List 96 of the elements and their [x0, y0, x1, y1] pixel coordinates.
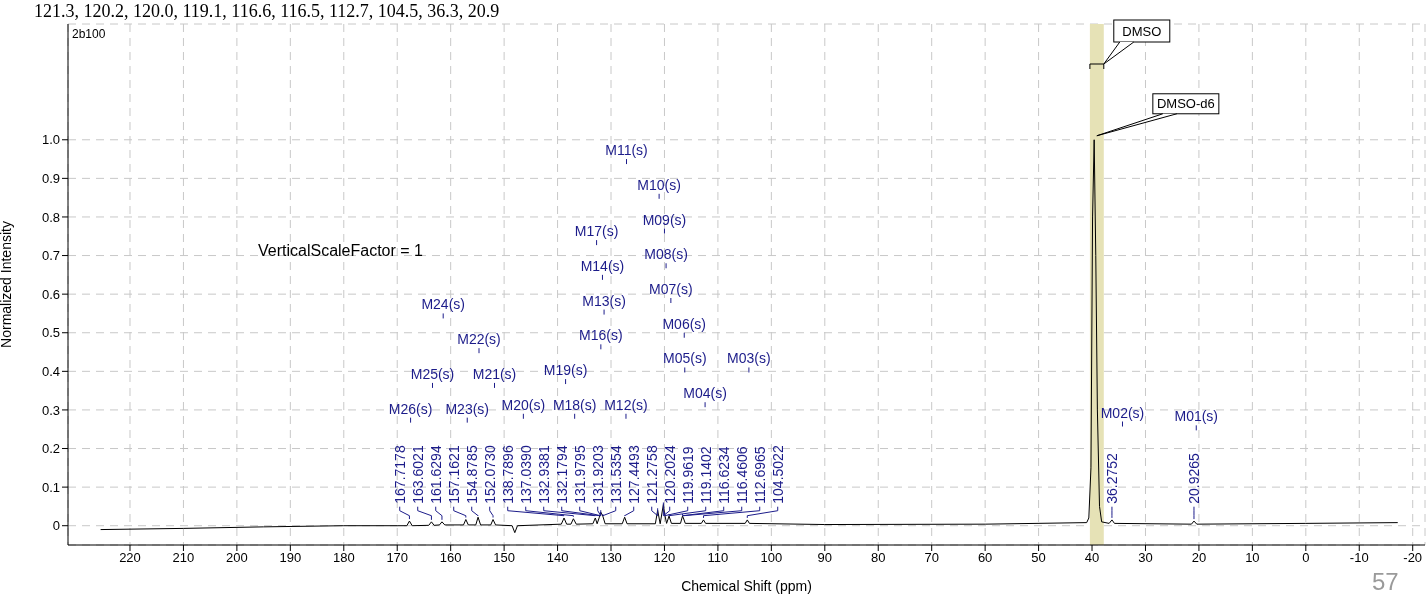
annotation: 127.4493 — [625, 445, 642, 504]
annotation: M14(s) — [580, 257, 625, 274]
annotation: 116.4606 — [733, 446, 750, 504]
x-tick-label: 60 — [977, 550, 993, 566]
y-tick-label: 0.9 — [41, 170, 60, 186]
annotation: M02(s) — [1100, 404, 1145, 421]
band-label: DMSO-d6 — [1156, 95, 1215, 111]
annotation: 137.0390 — [517, 445, 534, 504]
x-axis-title: Chemical Shift (ppm) — [681, 578, 812, 594]
y-tick-label: 0.6 — [41, 286, 60, 302]
annotation: 167.7178 — [391, 445, 408, 504]
annotation: M07(s) — [649, 281, 693, 298]
annotation: 131.9795 — [571, 445, 588, 504]
annotation: 131.5354 — [607, 445, 624, 504]
annotation: M03(s) — [727, 350, 771, 367]
annotation: M23(s) — [445, 400, 490, 417]
annotation: M16(s) — [579, 327, 623, 344]
annotation: 161.6294 — [427, 445, 444, 504]
y-tick-label: 0.2 — [41, 441, 60, 457]
annotation: M21(s) — [472, 365, 517, 382]
x-tick-label: 20 — [1191, 550, 1207, 566]
callout-box: DMSO-d6 — [1096, 93, 1220, 137]
annotation: 116.6234 — [715, 446, 732, 504]
annotation: M09(s) — [642, 211, 687, 228]
x-tick-label: 70 — [924, 550, 939, 566]
annotation: M26(s) — [388, 400, 433, 417]
annotation: M01(s) — [1174, 408, 1219, 425]
annotation: 163.6021 — [409, 445, 426, 504]
annotation: 132.1794 — [553, 445, 570, 504]
line-series — [100, 139, 1399, 534]
annotation: 20.9265 — [1185, 452, 1202, 504]
annotation: 132.9381 — [535, 445, 552, 504]
x-tick-label: 80 — [871, 550, 886, 566]
annotation: 112.6965 — [751, 446, 768, 504]
annotation: M19(s) — [543, 362, 588, 379]
annotation: 152.0730 — [481, 445, 498, 504]
x-tick-label: 50 — [1031, 550, 1046, 566]
x-tick-label: 10 — [1245, 550, 1260, 566]
x-tick-label: 40 — [1084, 550, 1100, 566]
x-tick-label: 100 — [760, 550, 783, 566]
x-tick-label: 180 — [332, 550, 355, 566]
annotation: M12(s) — [604, 396, 648, 413]
x-tick-label: 170 — [386, 550, 409, 566]
x-tick-label: 90 — [817, 550, 833, 566]
x-tick-label: 30 — [1138, 550, 1153, 566]
annotation: 119.1402 — [697, 446, 714, 504]
y-tick-label: 0.5 — [41, 325, 60, 341]
annotation: 131.9203 — [589, 445, 606, 504]
annotation: VerticalScaleFactor = 1 — [258, 242, 424, 259]
y-tick-label: 0.4 — [41, 363, 60, 379]
annotation: 2b100 — [72, 27, 106, 41]
annotation: M25(s) — [410, 365, 455, 382]
annotation: 121.2758 — [643, 445, 660, 504]
annotation: M17(s) — [574, 223, 619, 240]
x-tick-label: 140 — [546, 550, 569, 566]
annotation: M05(s) — [662, 350, 707, 367]
annotation: 119.9619 — [679, 446, 696, 504]
annotation: M13(s) — [582, 292, 626, 309]
annotation: M24(s) — [421, 296, 465, 313]
annotation: M06(s) — [662, 315, 707, 332]
y-tick-label: 0.8 — [41, 209, 60, 225]
y-tick-label: 0.7 — [41, 248, 60, 264]
y-axis-title: Normalized Intensity — [0, 221, 14, 348]
annotation: 138.7896 — [499, 445, 516, 504]
x-tick-label: 160 — [439, 550, 462, 566]
annotation: M08(s) — [644, 246, 688, 263]
annotation: 120.2024 — [661, 445, 678, 504]
text: 57 — [1372, 568, 1399, 595]
x-tick-label: 120 — [653, 550, 676, 566]
x-tick-label: 210 — [172, 550, 195, 566]
x-tick-label: 190 — [279, 550, 302, 566]
annotation: 104.5022 — [769, 445, 786, 504]
y-tick-label: 0.3 — [41, 402, 60, 418]
text: 121.3, 120.2, 120.0, 119.1, 116.6, 116.5, 112.7, 104.5, 36.3, 20.9 — [34, 1, 500, 21]
y-tick-label: 0.1 — [41, 479, 60, 495]
annotation: M22(s) — [457, 331, 501, 348]
annotation: M20(s) — [501, 396, 546, 413]
x-tick-label: -20 — [1403, 550, 1423, 566]
annotation: M11(s) — [605, 142, 648, 159]
x-tick-label: 130 — [600, 550, 622, 566]
annotation: 154.8785 — [463, 445, 480, 504]
x-tick-label: 220 — [119, 550, 141, 566]
y-tick-label: 0 — [52, 518, 60, 534]
x-tick-label: 200 — [226, 550, 248, 566]
annotation: 36.2752 — [1103, 452, 1120, 504]
x-tick-label: -10 — [1349, 550, 1369, 566]
annotation: M10(s) — [637, 176, 681, 193]
callout-box: DMSO — [1103, 19, 1171, 65]
annotation: DMSO — [1122, 24, 1162, 39]
annotation: M18(s) — [552, 396, 597, 413]
annotation: M04(s) — [683, 385, 727, 402]
x-tick-label: 150 — [493, 550, 515, 566]
x-tick-label: 0 — [1302, 550, 1310, 566]
annotation: 157.1621 — [445, 445, 462, 504]
x-tick-label: 110 — [707, 550, 729, 566]
y-tick-label: 1.0 — [41, 132, 60, 148]
